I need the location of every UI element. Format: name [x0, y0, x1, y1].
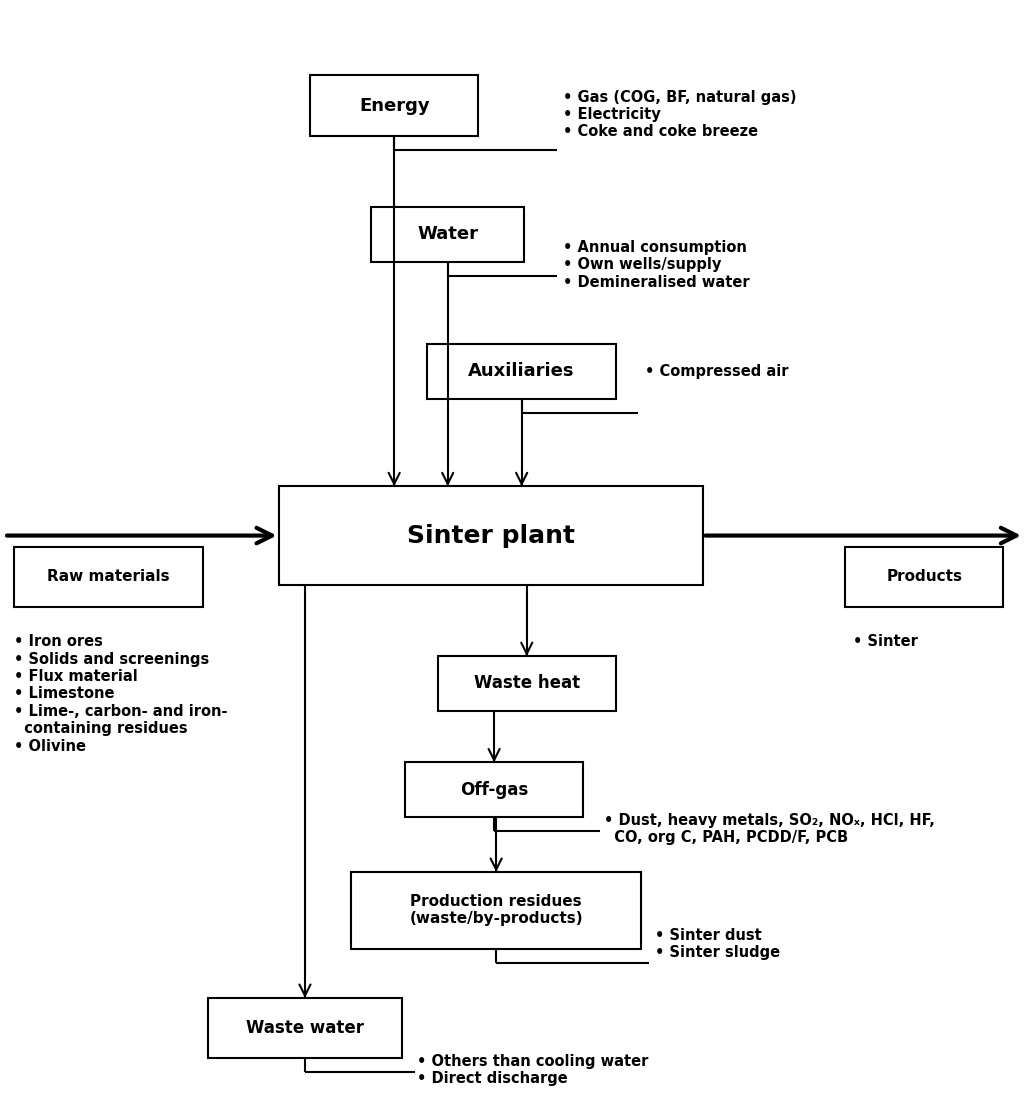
Text: Water: Water	[417, 225, 478, 243]
Text: • Sinter: • Sinter	[853, 634, 918, 649]
Text: Energy: Energy	[358, 96, 430, 115]
Text: • Iron ores
• Solids and screenings
• Flux material
• Limestone
• Lime-, carbon-: • Iron ores • Solids and screenings • Fl…	[14, 634, 228, 754]
Text: Sinter plant: Sinter plant	[407, 523, 575, 548]
Text: • Compressed air: • Compressed air	[645, 363, 788, 379]
FancyBboxPatch shape	[279, 486, 702, 585]
Text: • Sinter dust
• Sinter sludge: • Sinter dust • Sinter sludge	[655, 927, 780, 960]
FancyBboxPatch shape	[371, 206, 524, 262]
FancyBboxPatch shape	[438, 656, 616, 711]
FancyBboxPatch shape	[351, 872, 642, 948]
Text: • Others than cooling water
• Direct discharge: • Others than cooling water • Direct dis…	[417, 1054, 649, 1086]
FancyBboxPatch shape	[310, 75, 478, 136]
Text: Products: Products	[887, 570, 962, 584]
FancyBboxPatch shape	[14, 546, 203, 607]
FancyBboxPatch shape	[405, 763, 583, 817]
Text: Production residues
(waste/by-products): Production residues (waste/by-products)	[409, 894, 583, 926]
Text: • Dust, heavy metals, SO₂, NOₓ, HCl, HF,
  CO, org C, PAH, PCDD/F, PCB: • Dust, heavy metals, SO₂, NOₓ, HCl, HF,…	[604, 813, 934, 846]
Text: Waste water: Waste water	[246, 1019, 364, 1037]
Text: • Annual consumption
• Own wells/supply
• Demineralised water: • Annual consumption • Own wells/supply …	[563, 240, 750, 289]
Text: Off-gas: Off-gas	[460, 781, 528, 799]
Text: Waste heat: Waste heat	[474, 675, 580, 692]
Text: Raw materials: Raw materials	[47, 570, 170, 584]
FancyBboxPatch shape	[846, 546, 1003, 607]
Text: • Gas (COG, BF, natural gas)
• Electricity
• Coke and coke breeze: • Gas (COG, BF, natural gas) • Electrici…	[563, 89, 796, 139]
Text: Auxiliaries: Auxiliaries	[469, 362, 575, 380]
FancyBboxPatch shape	[208, 998, 402, 1059]
FancyBboxPatch shape	[427, 343, 616, 399]
